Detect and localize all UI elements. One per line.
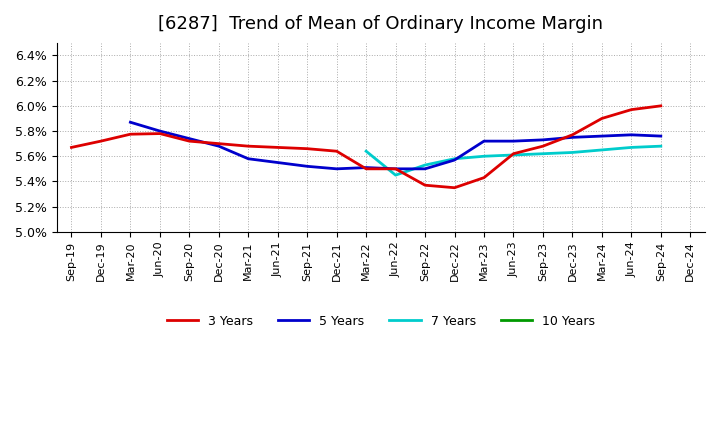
3 Years	[67, 145, 76, 150]
3 Years	[362, 166, 371, 172]
5 Years	[244, 156, 253, 161]
3 Years	[657, 103, 665, 109]
3 Years	[333, 149, 341, 154]
5 Years	[215, 143, 223, 149]
3 Years	[568, 132, 577, 137]
5 Years	[450, 158, 459, 163]
3 Years	[539, 143, 547, 149]
5 Years	[274, 160, 282, 165]
5 Years	[126, 120, 135, 125]
5 Years	[362, 165, 371, 170]
5 Years	[420, 166, 429, 172]
7 Years	[539, 151, 547, 156]
7 Years	[598, 147, 606, 153]
7 Years	[450, 156, 459, 161]
3 Years	[274, 145, 282, 150]
3 Years	[185, 139, 194, 144]
3 Years	[303, 146, 312, 151]
5 Years	[657, 133, 665, 139]
5 Years	[509, 139, 518, 144]
5 Years	[391, 166, 400, 172]
3 Years	[156, 131, 164, 136]
5 Years	[185, 136, 194, 141]
3 Years	[420, 183, 429, 188]
7 Years	[391, 172, 400, 178]
Title: [6287]  Trend of Mean of Ordinary Income Margin: [6287] Trend of Mean of Ordinary Income …	[158, 15, 603, 33]
3 Years	[391, 166, 400, 172]
7 Years	[568, 150, 577, 155]
3 Years	[244, 143, 253, 149]
Line: 3 Years: 3 Years	[71, 106, 661, 188]
7 Years	[362, 149, 371, 154]
5 Years	[480, 139, 488, 144]
5 Years	[598, 133, 606, 139]
3 Years	[215, 141, 223, 146]
5 Years	[156, 128, 164, 134]
Legend: 3 Years, 5 Years, 7 Years, 10 Years: 3 Years, 5 Years, 7 Years, 10 Years	[162, 310, 600, 333]
5 Years	[303, 164, 312, 169]
3 Years	[96, 139, 105, 144]
7 Years	[627, 145, 636, 150]
7 Years	[657, 143, 665, 149]
3 Years	[509, 151, 518, 156]
3 Years	[598, 116, 606, 121]
5 Years	[568, 135, 577, 140]
3 Years	[126, 132, 135, 137]
5 Years	[627, 132, 636, 137]
3 Years	[627, 107, 636, 112]
7 Years	[480, 154, 488, 159]
5 Years	[539, 137, 547, 143]
7 Years	[509, 152, 518, 158]
Line: 7 Years: 7 Years	[366, 146, 661, 175]
Line: 5 Years: 5 Years	[130, 122, 661, 169]
7 Years	[420, 162, 429, 168]
3 Years	[480, 175, 488, 180]
5 Years	[333, 166, 341, 172]
3 Years	[450, 185, 459, 191]
